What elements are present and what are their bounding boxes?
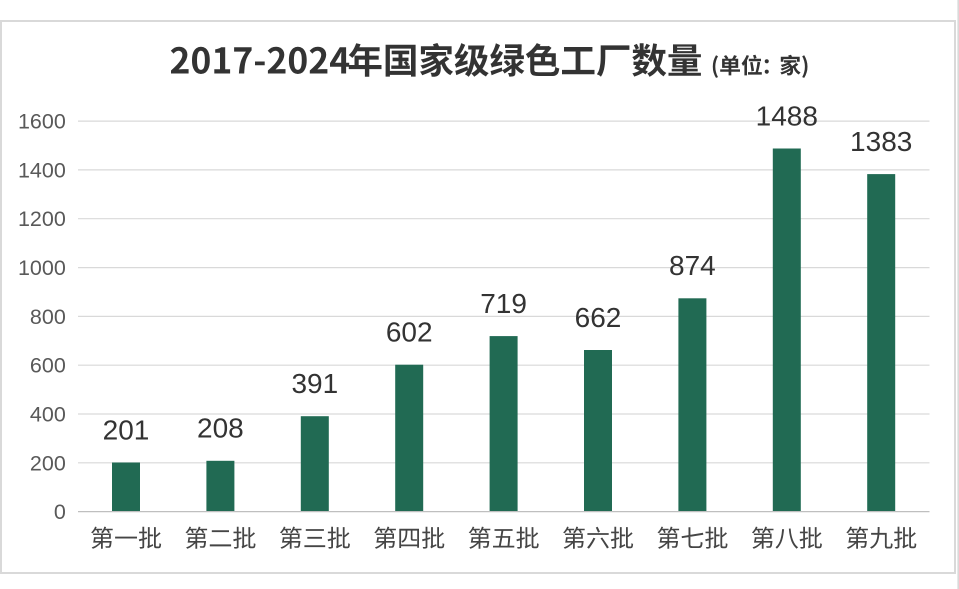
svg-text:1200: 1200 xyxy=(18,207,66,231)
svg-text:0: 0 xyxy=(54,500,66,524)
svg-text:1488: 1488 xyxy=(756,100,818,131)
svg-text:200: 200 xyxy=(30,451,66,475)
svg-text:719: 719 xyxy=(480,288,527,319)
svg-text:1000: 1000 xyxy=(18,256,66,280)
svg-text:400: 400 xyxy=(30,403,66,427)
svg-text:800: 800 xyxy=(30,305,66,329)
svg-text:208: 208 xyxy=(197,413,244,444)
svg-text:662: 662 xyxy=(575,302,622,333)
svg-text:201: 201 xyxy=(103,414,150,445)
svg-text:874: 874 xyxy=(669,250,716,281)
svg-text:1400: 1400 xyxy=(18,158,66,182)
svg-text:391: 391 xyxy=(291,368,338,399)
svg-text:600: 600 xyxy=(30,354,66,378)
svg-text:602: 602 xyxy=(386,317,433,348)
svg-text:1383: 1383 xyxy=(850,126,912,157)
svg-text:1600: 1600 xyxy=(18,110,66,134)
